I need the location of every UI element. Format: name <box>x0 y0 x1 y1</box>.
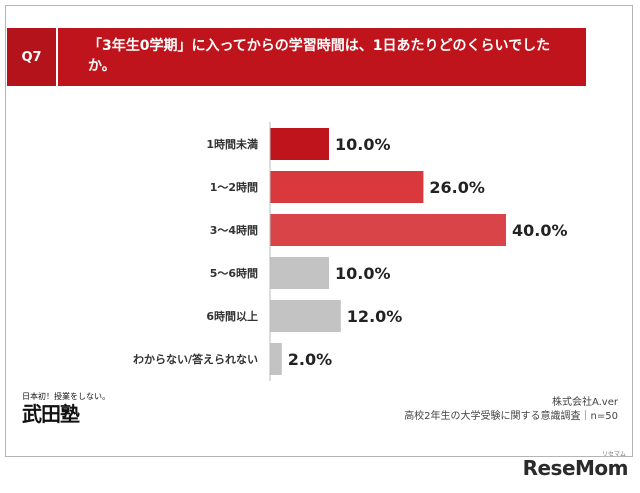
value-label: 12.0% <box>347 307 403 326</box>
category-label: 5～6時間 <box>210 266 258 280</box>
company-name: 株式会社A.ver <box>551 397 618 408</box>
value-label: 26.0% <box>429 178 485 197</box>
question-title: 「3年生0学期」に入ってからの学習時間は、1日あたりどのくらいでしたか。 <box>58 28 586 86</box>
watermark-kana: リセマム <box>601 451 626 458</box>
logo-name: 武田塾 <box>22 402 80 426</box>
category-label: 1～2時間 <box>210 180 258 194</box>
bar <box>270 128 329 160</box>
question-badge: Q7 <box>7 28 56 86</box>
value-label: 10.0% <box>335 135 391 154</box>
value-label: 40.0% <box>512 221 568 240</box>
bar <box>270 257 329 289</box>
bar <box>270 214 506 246</box>
bar <box>270 171 424 203</box>
category-label: 1時間未満 <box>206 137 258 151</box>
logo-tagline: 日本初！授業をしない。 <box>22 392 110 401</box>
bar <box>270 343 282 375</box>
resemom-watermark: ReseMom <box>522 456 629 480</box>
survey-note: 高校2年生の大学受験に関する意識調査｜n=50 <box>404 411 618 422</box>
bar <box>270 300 341 332</box>
value-label: 10.0% <box>335 264 391 283</box>
takedajuku-logo: 日本初！授業をしない。 武田塾 <box>22 391 110 433</box>
category-label: 6時間以上 <box>206 309 258 323</box>
value-label: 2.0% <box>288 350 332 369</box>
category-label: 3～4時間 <box>210 223 258 237</box>
slide-frame: Q7 「3年生0学期」に入ってからの学習時間は、1日あたりどのくらいでしたか。 … <box>5 5 633 457</box>
category-label: わからない/答えられない <box>133 352 258 366</box>
bar-chart: 1時間未満 10.0% 1～2時間 26.0% 3～4時間 40.0% 5～6時間 10.0%… <box>133 122 568 381</box>
